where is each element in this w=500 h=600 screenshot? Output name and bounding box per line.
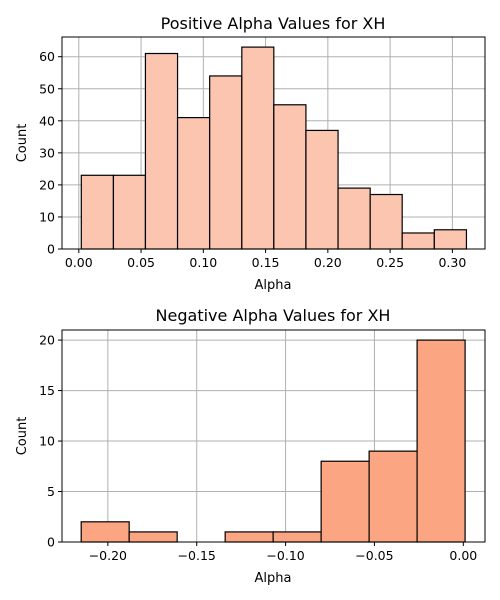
y-axis-label: Count xyxy=(15,124,30,163)
histogram-bar xyxy=(272,531,322,543)
chart-title: Negative Alpha Values for XH xyxy=(156,306,391,325)
x-tick-label: −0.10 xyxy=(266,548,304,563)
x-tick-label: 0.00 xyxy=(449,548,477,563)
histogram-bar xyxy=(80,174,115,250)
histogram-bar xyxy=(80,521,130,543)
y-tick-label: 10 xyxy=(39,434,55,449)
axes-frame xyxy=(61,36,486,250)
x-tick-label: 0.15 xyxy=(252,255,280,270)
x-tick-label: 0.10 xyxy=(189,255,217,270)
histogram-bar xyxy=(337,187,371,250)
histogram-bar xyxy=(368,450,418,543)
y-tick-label: 20 xyxy=(39,177,55,192)
negative-alpha-histogram: Negative Alpha Values for XH −0.20 −0.15−… xyxy=(15,306,486,586)
y-tick-label: 50 xyxy=(39,81,55,96)
histogram-bar xyxy=(433,229,468,250)
y-axis-label: Count xyxy=(15,417,30,456)
x-tick-label: −0.20 xyxy=(89,548,127,563)
axes-frame xyxy=(61,329,486,543)
x-tick-label: −0.05 xyxy=(355,548,393,563)
histogram-bar xyxy=(241,46,275,250)
y-tick-label: 30 xyxy=(39,145,55,160)
y-tick-label: 0 xyxy=(47,242,55,257)
histogram-bar xyxy=(401,232,435,250)
x-ticks: 0.00 0.05 0.10 0.15 0.20 0.25 0.30 xyxy=(65,249,466,270)
y-tick-label: 0 xyxy=(47,535,55,550)
x-tick-label: 0.25 xyxy=(376,255,404,270)
histogram-bar xyxy=(176,117,211,250)
y-tick-label: 10 xyxy=(39,209,55,224)
bars xyxy=(80,46,468,250)
y-tick-label: 15 xyxy=(39,383,55,398)
y-tick-label: 5 xyxy=(47,484,55,499)
histogram-bar xyxy=(144,52,179,250)
x-axis-label: Alpha xyxy=(255,571,292,586)
histogram-bar xyxy=(128,531,178,543)
y-ticks: 0 5 10 15 20 xyxy=(39,333,62,550)
histogram-bar xyxy=(224,531,274,543)
x-tick-label: 0.00 xyxy=(65,255,93,270)
positive-alpha-histogram: Positive Alpha Values for XH 0.00 0.05 0.1… xyxy=(15,14,486,293)
x-ticks: −0.20 −0.15 −0.10 −0.05 0.00 xyxy=(89,542,477,563)
histogram-bar xyxy=(112,174,147,250)
x-tick-label: 0.20 xyxy=(314,255,342,270)
histogram-bar xyxy=(273,104,307,250)
histogram-bar xyxy=(369,193,403,250)
y-tick-label: 60 xyxy=(39,49,55,64)
x-axis-label: Alpha xyxy=(255,278,292,293)
histogram-bar xyxy=(305,129,339,250)
x-tick-label: 0.30 xyxy=(438,255,466,270)
histogram-bar xyxy=(209,75,243,250)
chart-title: Positive Alpha Values for XH xyxy=(161,14,386,33)
y-tick-label: 40 xyxy=(39,113,55,128)
histogram-bar xyxy=(416,339,466,543)
y-tick-label: 20 xyxy=(39,333,55,348)
x-tick-label: −0.15 xyxy=(178,548,216,563)
y-ticks: 0 10 20 30 40 50 60 xyxy=(39,49,62,257)
x-tick-label: 0.05 xyxy=(127,255,155,270)
histogram-bar xyxy=(320,460,370,543)
